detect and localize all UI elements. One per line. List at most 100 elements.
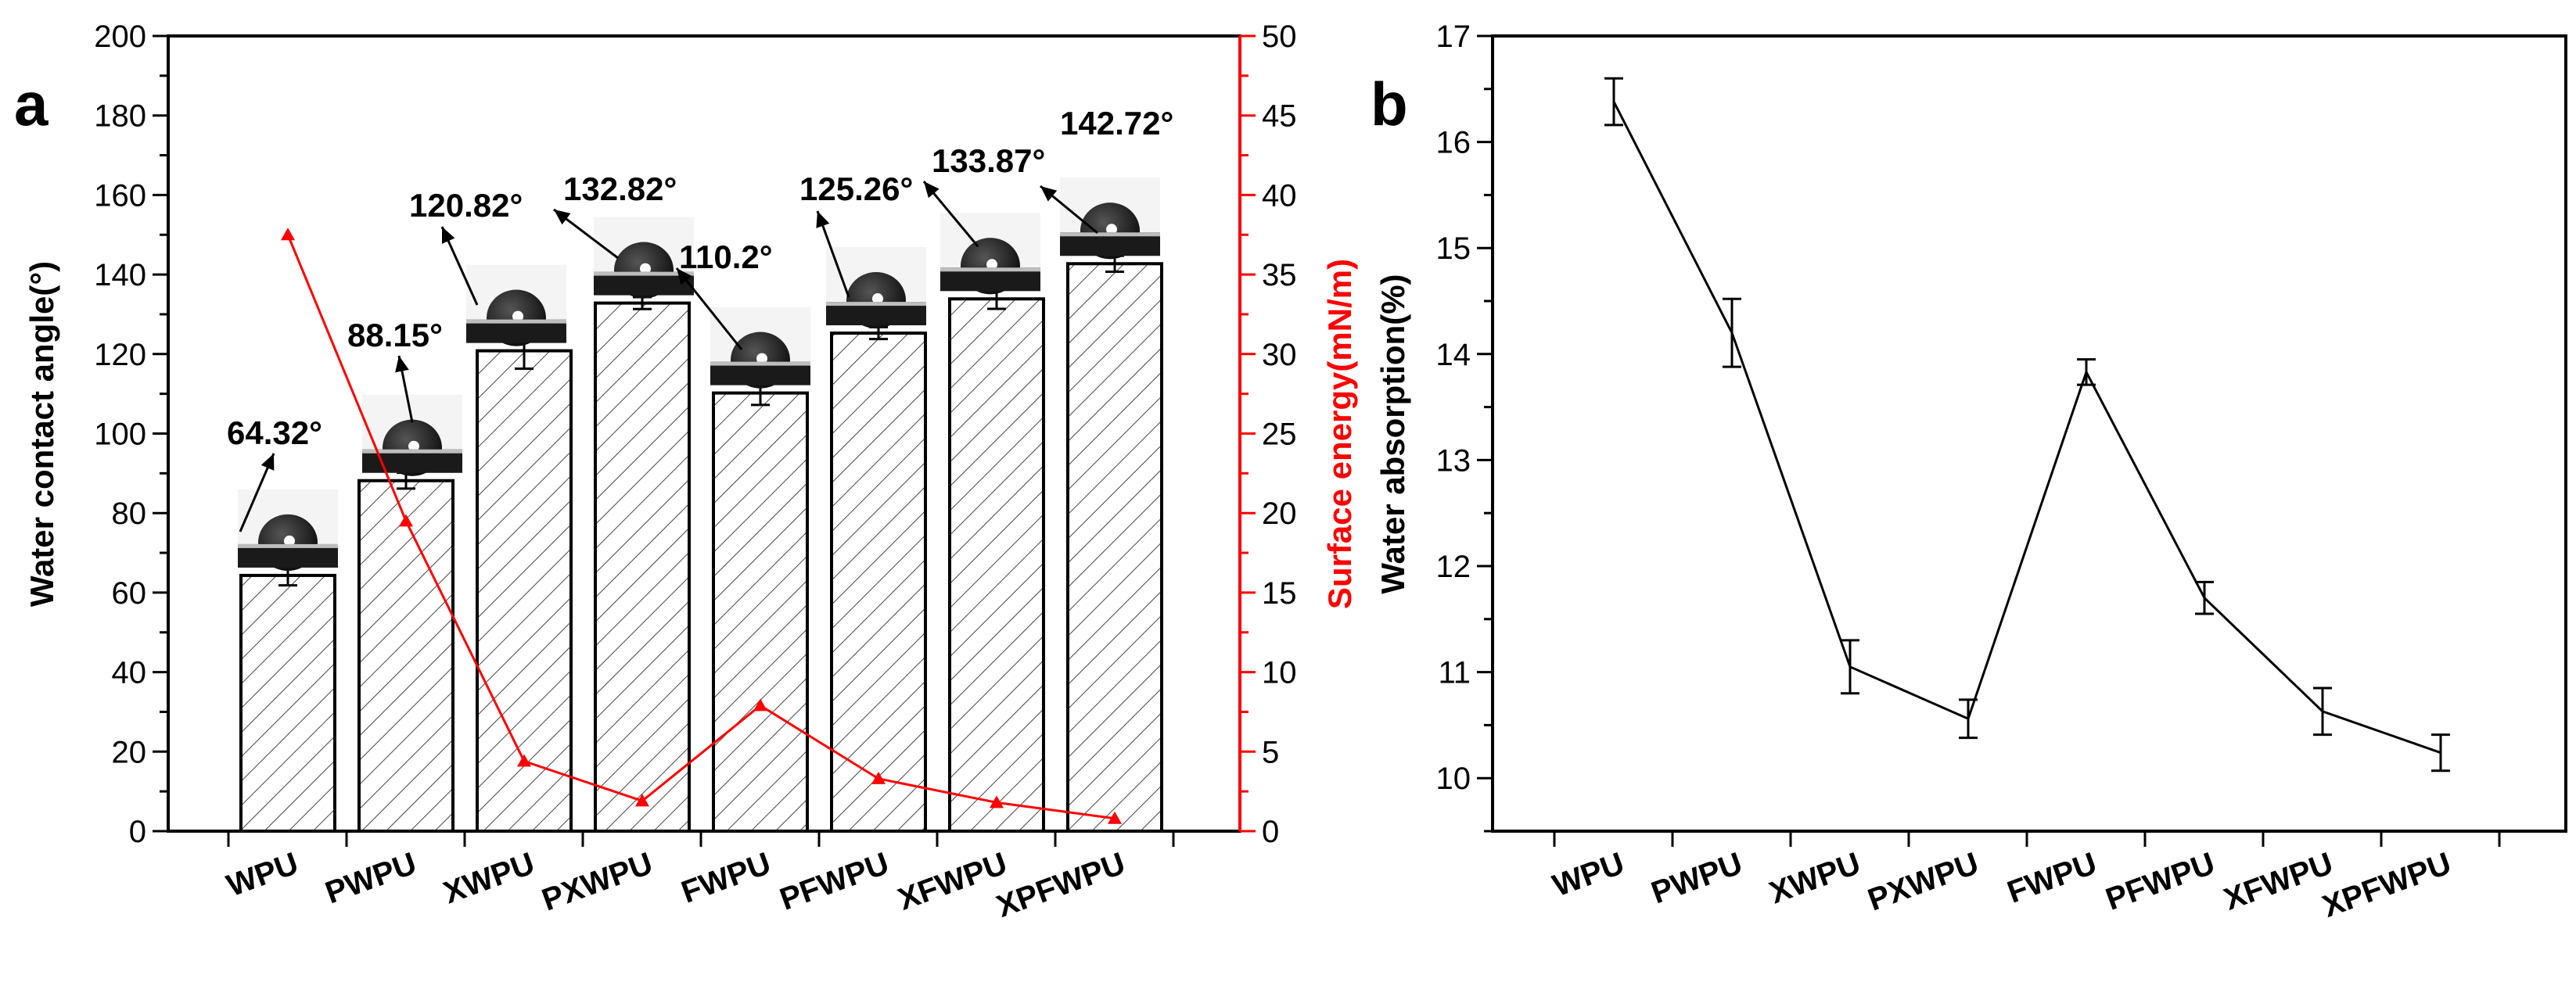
droplet-surface-line <box>466 319 566 324</box>
x-tick-label: XPFWPU <box>992 846 1130 924</box>
annotation-arrowhead <box>260 453 275 471</box>
droplet-surface-line <box>238 543 338 548</box>
x-tick-label: WPU <box>222 846 303 903</box>
annotation-arrowhead <box>395 356 409 373</box>
right-tick-label: 30 <box>1262 338 1297 372</box>
angle-label: 125.26° <box>799 170 913 207</box>
surface-energy-line <box>286 234 1116 820</box>
right-tick-label: 50 <box>1262 20 1297 54</box>
x-tick-label: XWPU <box>439 846 539 910</box>
surface-energy-point <box>990 795 1004 808</box>
left-axis-title: Water contact angle(°) <box>23 261 60 607</box>
annotation-arrow <box>675 267 743 350</box>
panel-letter-a: a <box>14 70 49 138</box>
droplet-highlight <box>986 259 997 271</box>
droplet-surface-line <box>826 302 926 307</box>
x-tick-label-b: XWPU <box>1765 846 1865 910</box>
bar <box>239 573 336 833</box>
bar <box>357 479 454 833</box>
bar <box>712 391 809 833</box>
annotation-arrowhead <box>677 268 692 285</box>
left-tick-label: 20 <box>112 735 147 769</box>
droplet-surface-line <box>362 449 462 453</box>
x-tick-label-b: PXWPU <box>1863 846 1983 918</box>
angle-annotations: 64.32° 88.15° 120.82° 132.82°110.2° 125.26° 1… <box>227 105 1173 532</box>
right-axis-title: Surface energy(mN/m) <box>1321 259 1358 609</box>
x-tick-label: PXWPU <box>537 846 657 918</box>
angle-label: 132.82° <box>563 170 677 207</box>
surface-energy-point <box>399 514 413 527</box>
angle-label: 120.82° <box>409 187 523 224</box>
right-tick-label: 0 <box>1262 815 1279 849</box>
left-y-axis: 0 20 40 60 80 100 120 140 160 180 200 <box>94 20 168 849</box>
x-tick-label-b: XFWPU <box>2219 846 2337 917</box>
left-tick-label: 60 <box>112 576 147 611</box>
right-tick-label: 20 <box>1262 496 1297 531</box>
bar <box>1066 262 1163 833</box>
annotation-arrowhead <box>924 181 940 199</box>
angle-label: 88.15° <box>347 317 443 353</box>
left-tick-label: 140 <box>94 258 146 292</box>
y-tick-label-b: 12 <box>1436 550 1471 584</box>
right-tick-label: 45 <box>1262 99 1297 134</box>
left-tick-label: 40 <box>112 656 147 690</box>
droplet-highlight <box>756 353 767 364</box>
x-tick-label-b: WPU <box>1548 846 1629 903</box>
y-tick-label-b: 14 <box>1436 338 1471 372</box>
bar <box>594 301 691 833</box>
annotation-arrowhead <box>816 211 830 228</box>
surface-energy-point <box>281 228 295 241</box>
droplet-image <box>826 247 926 329</box>
droplet-highlight <box>1106 224 1117 235</box>
left-tick-label: 0 <box>129 815 146 849</box>
y-axis-b: 10 11 12 13 14 15 16 17 <box>1436 20 1493 833</box>
bar <box>830 332 927 833</box>
panel-letter-b: b <box>1371 70 1408 138</box>
bar <box>948 297 1045 833</box>
droplet-highlight <box>408 440 419 452</box>
x-tick-label-b: PWPU <box>1647 846 1747 910</box>
droplet-highlight <box>512 310 523 322</box>
absorption-line <box>1612 101 2441 755</box>
droplet-surface-line <box>594 271 694 276</box>
y-tick-label-b: 11 <box>1438 656 1471 690</box>
axis-title-b: Water absorption(%) <box>1374 274 1411 593</box>
x-tick-label: PFWPU <box>775 846 893 917</box>
surface-energy-point <box>1108 811 1122 824</box>
x-tick-label-b: XPFWPU <box>2318 846 2456 924</box>
left-tick-label: 200 <box>94 20 146 54</box>
x-tick-label-b: FWPU <box>2003 846 2101 910</box>
right-tick-label: 35 <box>1262 258 1297 292</box>
right-tick-label: 10 <box>1262 656 1297 690</box>
surface-energy-point <box>635 794 649 807</box>
bar <box>476 349 573 833</box>
left-tick-label: 180 <box>94 99 146 134</box>
droplet-highlight <box>872 293 883 305</box>
droplet-surface-line <box>710 361 810 366</box>
angle-label: 133.87° <box>932 142 1045 179</box>
annotation-arrowhead <box>554 210 571 225</box>
chart-panel-a: a 0 20 40 60 80 100 120 140 160 180 200 0 5 10 15 20 25… <box>14 20 1358 924</box>
droplet-images <box>238 177 1160 572</box>
y-tick-label-b: 13 <box>1436 443 1471 478</box>
angle-label: 142.72° <box>1060 105 1173 142</box>
left-tick-label: 120 <box>94 338 146 372</box>
x-tick-label: PWPU <box>321 846 421 910</box>
right-tick-label: 5 <box>1262 735 1279 769</box>
surface-energy-point <box>517 754 531 767</box>
droplet-image <box>466 264 566 346</box>
right-tick-label: 25 <box>1262 418 1297 452</box>
y-tick-label-b: 10 <box>1436 762 1471 796</box>
water-absorption-series <box>1604 77 2450 773</box>
droplet-surface-line <box>940 267 1040 272</box>
right-tick-label: 15 <box>1262 576 1297 611</box>
annotation-arrowhead <box>442 227 455 244</box>
left-tick-label: 80 <box>112 496 147 531</box>
x-tick-label: FWPU <box>677 846 775 910</box>
droplet-image <box>362 394 462 476</box>
y-tick-label-b: 17 <box>1436 20 1471 54</box>
y-tick-label-b: 16 <box>1436 126 1471 160</box>
